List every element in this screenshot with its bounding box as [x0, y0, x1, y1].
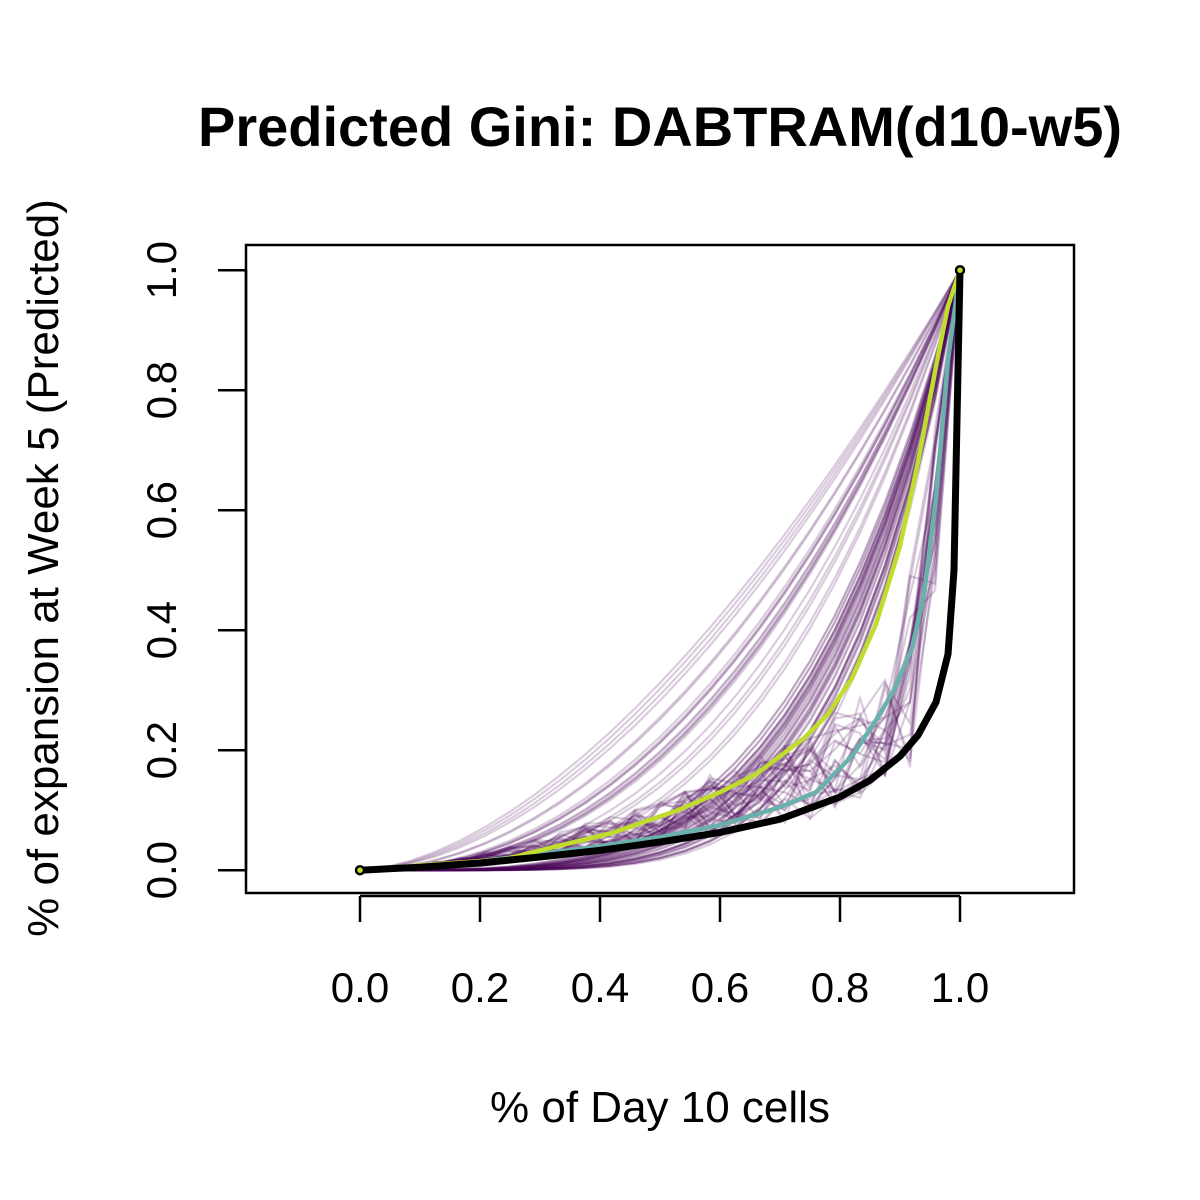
- background-curve: [359, 269, 961, 872]
- background-curve: [359, 269, 961, 872]
- background-curve: [360, 269, 962, 872]
- y-tick-label: 0.8: [138, 361, 185, 419]
- background-curve: [360, 269, 962, 872]
- background-curve: [360, 269, 962, 872]
- background-curve: [360, 269, 962, 872]
- background-curve: [360, 269, 962, 872]
- background-curve: [360, 269, 962, 872]
- background-curve: [360, 269, 962, 872]
- x-tick-label: 0.6: [691, 964, 749, 1011]
- background-curve: [359, 269, 961, 872]
- background-curve: [359, 270, 962, 872]
- x-axis-label: % of Day 10 cells: [490, 1083, 830, 1132]
- x-tick-label: 0.2: [451, 964, 509, 1011]
- background-curve: [359, 269, 961, 872]
- series-endpoint: [354, 864, 366, 876]
- background-curve: [360, 269, 962, 872]
- background-curve: [359, 269, 962, 872]
- background-curve: [359, 269, 961, 872]
- y-tick-label: 0.6: [138, 481, 185, 539]
- x-tick-label: 0.0: [331, 964, 389, 1011]
- background-curve: [360, 269, 962, 872]
- highlighted-series: [354, 264, 966, 876]
- series-endpoint: [954, 264, 966, 276]
- series-line-3: [356, 266, 964, 874]
- background-curve: [360, 269, 962, 872]
- background-curve: [360, 269, 962, 872]
- background-curve: [359, 270, 962, 872]
- background-curve: [359, 270, 962, 872]
- y-tick-label: 0.0: [138, 841, 185, 899]
- series-line-2: [357, 267, 963, 873]
- background-curve: [360, 269, 962, 872]
- background-curve: [360, 269, 962, 872]
- background-curve: [360, 269, 962, 872]
- background-curve: [360, 269, 962, 872]
- background-curve: [360, 269, 962, 872]
- background-curve: [359, 269, 961, 872]
- background-curve: [360, 269, 962, 872]
- background-curve: [360, 269, 962, 872]
- background-curve: [359, 269, 961, 872]
- background-curve: [360, 269, 962, 872]
- background-curve: [360, 269, 962, 872]
- background-curve: [360, 269, 962, 872]
- background-curve: [359, 270, 962, 872]
- x-tick-label: 1.0: [931, 964, 989, 1011]
- y-axis: 0.0 0.2 0.4 0.6 0.8 1.0: [138, 241, 248, 899]
- background-curve: [359, 270, 962, 872]
- x-tick-label: 0.4: [571, 964, 629, 1011]
- background-curve: [360, 269, 962, 872]
- background-curve: [359, 269, 961, 872]
- y-tick-label: 0.4: [138, 601, 185, 659]
- background-curve: [360, 269, 962, 872]
- background-curve: [360, 269, 962, 872]
- background-curve: [360, 269, 962, 872]
- y-tick-label: 1.0: [138, 241, 185, 299]
- x-axis: 0.0 0.2 0.4 0.6 0.8 1.0: [331, 894, 989, 1011]
- background-curve: [360, 269, 962, 872]
- background-curve: [360, 269, 962, 872]
- y-axis-label: % of expansion at Week 5 (Predicted): [19, 199, 68, 937]
- background-curve: [359, 269, 961, 872]
- x-tick-label: 0.8: [811, 964, 869, 1011]
- y-tick-label: 0.2: [138, 721, 185, 779]
- chart-title: Predicted Gini: DABTRAM(d10-w5): [198, 95, 1122, 158]
- background-curve: [359, 270, 962, 872]
